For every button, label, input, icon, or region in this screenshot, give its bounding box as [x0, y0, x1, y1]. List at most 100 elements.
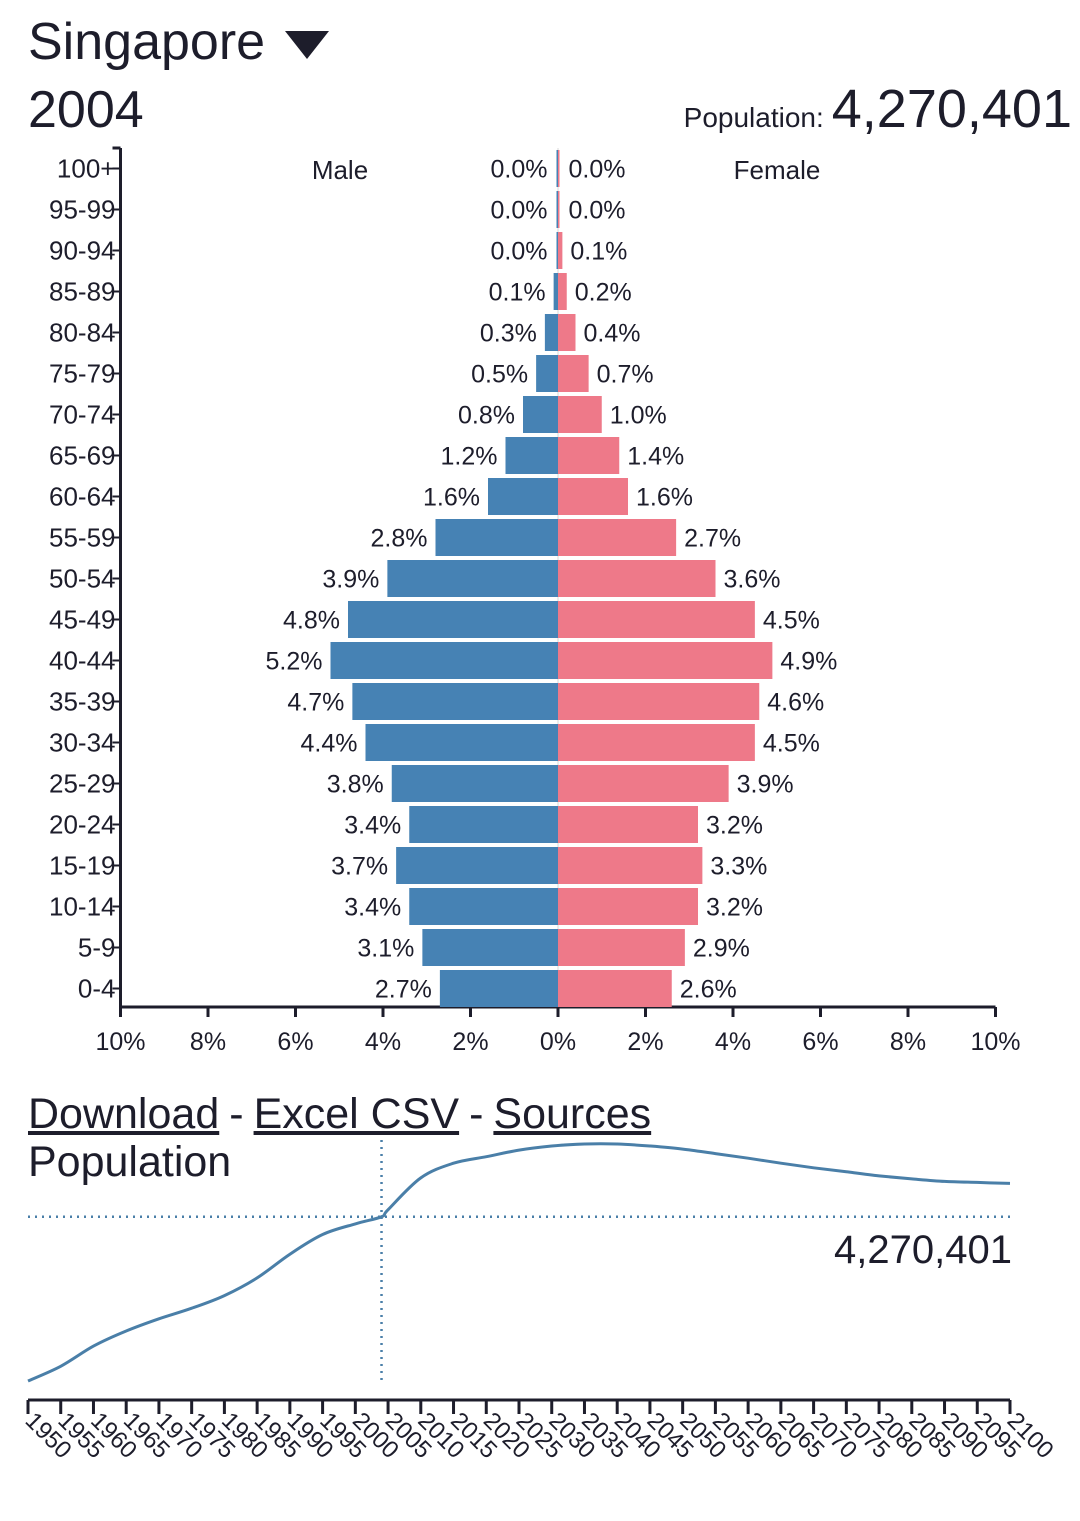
female-bar: [558, 970, 672, 1007]
x-tick-label: 8%: [890, 1028, 926, 1056]
male-header: Male: [312, 155, 368, 185]
female-bar: [558, 232, 563, 269]
female-bar: [558, 560, 716, 597]
male-value-label: 0.1%: [489, 279, 546, 307]
male-value-label: 0.3%: [480, 320, 537, 348]
female-bar: [558, 437, 620, 474]
male-bar: [396, 847, 558, 884]
x-tick-label: 0%: [540, 1028, 576, 1056]
age-group-label: 65-69: [49, 441, 116, 471]
age-group-label: 10-14: [49, 892, 116, 922]
male-bar: [523, 396, 558, 433]
female-header: Female: [734, 155, 821, 185]
female-value-label: 0.7%: [597, 361, 654, 389]
download-link[interactable]: Download: [28, 1090, 220, 1138]
female-value-label: 4.6%: [767, 689, 824, 717]
female-value-label: 2.7%: [684, 525, 741, 553]
age-group-label: 60-64: [49, 482, 116, 512]
excel-csv-link[interactable]: Excel CSV: [253, 1090, 460, 1138]
country-selector[interactable]: Singapore: [28, 10, 330, 74]
male-bar: [435, 519, 558, 556]
female-value-label: 1.6%: [636, 484, 693, 512]
age-group-label: 35-39: [49, 687, 116, 717]
sources-link[interactable]: Sources: [493, 1090, 652, 1138]
link-separator: -: [229, 1090, 244, 1138]
female-value-label: 3.2%: [706, 812, 763, 840]
selected-year: 2004: [28, 81, 144, 139]
male-value-label: 0.0%: [491, 238, 548, 266]
female-value-label: 0.0%: [569, 197, 626, 225]
age-group-label: 55-59: [49, 523, 116, 553]
male-value-label: 0.5%: [471, 361, 528, 389]
female-value-label: 4.5%: [763, 607, 820, 635]
x-tick-label: 6%: [277, 1028, 313, 1056]
x-tick-label: 4%: [365, 1028, 401, 1056]
age-group-label: 45-49: [49, 605, 116, 635]
female-value-label: 2.6%: [680, 976, 737, 1004]
male-value-label: 0.8%: [458, 402, 515, 430]
male-bar: [556, 232, 558, 269]
marker-value-label: 4,270,401: [834, 1228, 1012, 1272]
age-group-label: 80-84: [49, 318, 116, 348]
male-bar: [409, 888, 558, 925]
age-group-label: 20-24: [49, 810, 116, 840]
male-bar: [409, 806, 558, 843]
male-bar: [556, 191, 558, 228]
chevron-down-icon[interactable]: [285, 31, 330, 59]
female-bar: [558, 888, 698, 925]
female-value-label: 4.5%: [763, 730, 820, 758]
male-bar: [553, 273, 558, 310]
male-value-label: 4.8%: [283, 607, 340, 635]
male-bar: [536, 355, 558, 392]
male-value-label: 4.7%: [287, 689, 344, 717]
male-bar: [365, 724, 558, 761]
timeline-title: Population: [28, 1138, 232, 1186]
link-separator: -: [469, 1090, 484, 1138]
country-name: Singapore: [28, 13, 266, 71]
male-bar: [387, 560, 558, 597]
links-row: Download - Excel CSV - Sources: [28, 1088, 651, 1140]
male-bar: [544, 314, 558, 351]
female-value-label: 0.1%: [570, 238, 627, 266]
male-bar: [422, 929, 558, 966]
age-group-label: 95-99: [49, 195, 116, 225]
female-bar: [558, 806, 698, 843]
age-group-label: 100+: [57, 154, 116, 184]
female-value-label: 4.9%: [780, 648, 837, 676]
age-group-label: 85-89: [49, 277, 116, 307]
female-bar: [558, 765, 729, 802]
population-label: Population:: [683, 102, 824, 133]
female-bar: [558, 683, 760, 720]
female-value-label: 3.2%: [706, 894, 763, 922]
male-bar: [488, 478, 558, 515]
age-group-label: 90-94: [49, 236, 116, 266]
male-value-label: 2.8%: [371, 525, 428, 553]
female-value-label: 3.9%: [737, 771, 794, 799]
age-group-label: 25-29: [49, 769, 116, 799]
x-tick-label: 10%: [95, 1028, 145, 1056]
female-value-label: 1.0%: [610, 402, 667, 430]
female-bar: [558, 150, 560, 187]
male-value-label: 3.1%: [357, 935, 414, 963]
male-value-label: 1.2%: [441, 443, 498, 471]
population-timeline-chart[interactable]: 4,270,4011950195519601965197019751980198…: [0, 1130, 1080, 1521]
population-value: 4,270,401: [831, 79, 1072, 139]
female-bar: [558, 273, 567, 310]
age-group-label: 0-4: [78, 974, 116, 1004]
x-tick-label: 6%: [802, 1028, 838, 1056]
female-bar: [558, 478, 628, 515]
male-bar: [505, 437, 558, 474]
female-value-label: 1.4%: [627, 443, 684, 471]
male-bar: [348, 601, 558, 638]
female-value-label: 0.4%: [584, 320, 641, 348]
female-bar: [558, 642, 773, 679]
male-bar: [352, 683, 558, 720]
female-value-label: 0.0%: [569, 156, 626, 184]
age-group-label: 50-54: [49, 564, 116, 594]
x-tick-label: 2%: [452, 1028, 488, 1056]
female-value-label: 3.6%: [724, 566, 781, 594]
age-group-label: 40-44: [49, 646, 116, 676]
male-value-label: 3.7%: [331, 853, 388, 881]
male-bar: [391, 765, 558, 802]
male-value-label: 1.6%: [423, 484, 480, 512]
